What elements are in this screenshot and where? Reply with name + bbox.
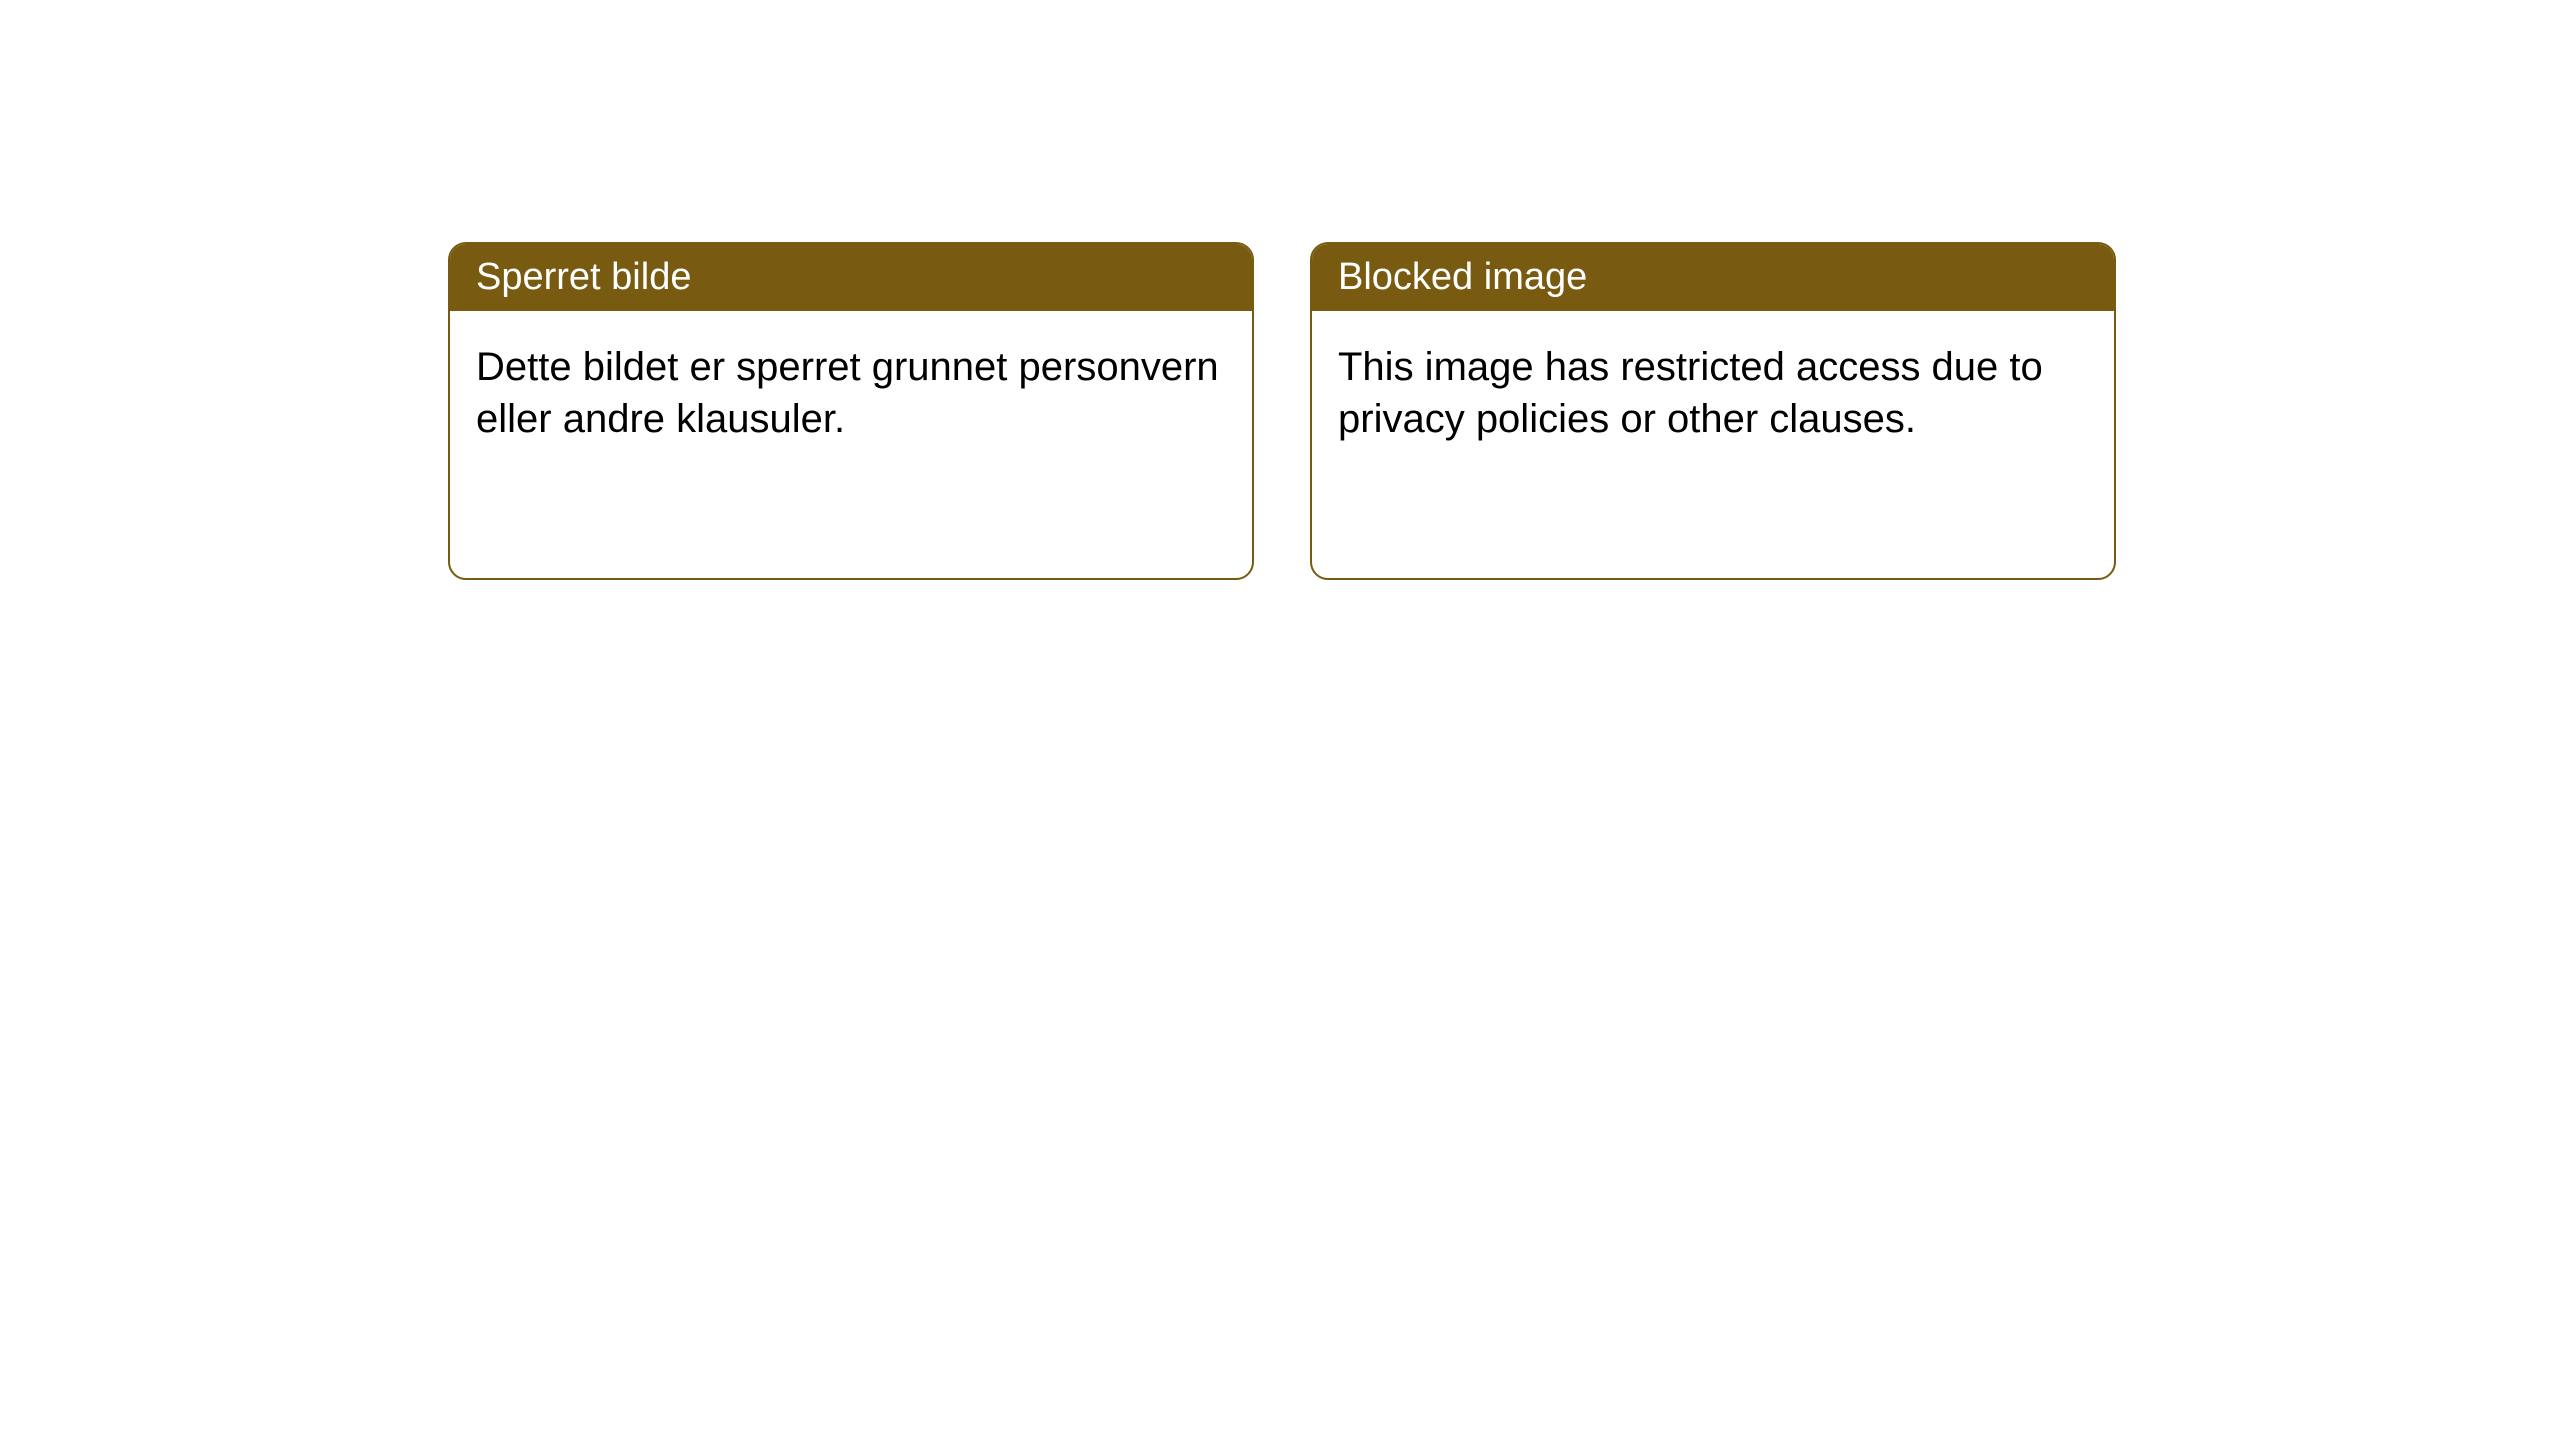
notice-card-english: Blocked image This image has restricted … bbox=[1310, 242, 2116, 580]
notice-header: Blocked image bbox=[1312, 244, 2114, 311]
notice-title: Sperret bilde bbox=[476, 256, 691, 298]
notice-card-norwegian: Sperret bilde Dette bildet er sperret gr… bbox=[448, 242, 1254, 580]
notice-header: Sperret bilde bbox=[450, 244, 1252, 311]
notice-title: Blocked image bbox=[1338, 256, 1587, 298]
notice-text: This image has restricted access due to … bbox=[1338, 345, 2043, 441]
notice-body: This image has restricted access due to … bbox=[1312, 311, 2114, 475]
notice-text: Dette bildet er sperret grunnet personve… bbox=[476, 345, 1219, 441]
notice-body: Dette bildet er sperret grunnet personve… bbox=[450, 311, 1252, 475]
notice-container: Sperret bilde Dette bildet er sperret gr… bbox=[448, 242, 2116, 580]
